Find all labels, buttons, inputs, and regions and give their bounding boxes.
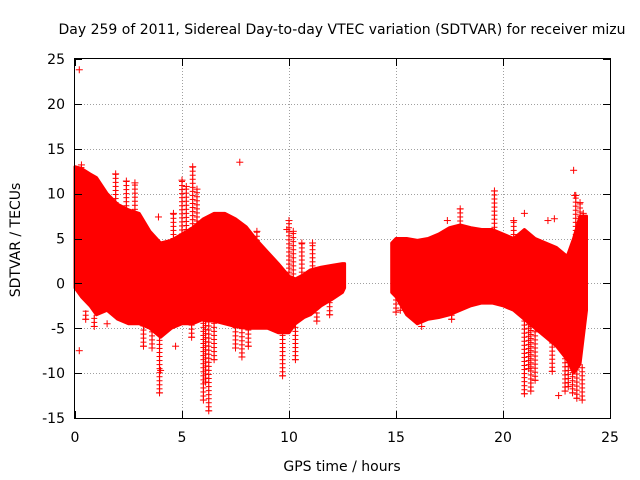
y-tick-label: 25 xyxy=(47,52,65,68)
outlier-point xyxy=(172,342,180,350)
x-tick-label: 20 xyxy=(494,430,512,446)
outlier-point xyxy=(570,166,578,174)
outlier-point xyxy=(283,226,291,234)
outlier-markers xyxy=(75,66,579,400)
axis-tick-labels: 0 5 10 15 20 25 -15 -10 -5 0 5 10 15 20 25 xyxy=(42,52,619,446)
y-tick-label: 20 xyxy=(47,97,65,113)
y-tick-label: 0 xyxy=(56,276,65,292)
outlier-point xyxy=(103,320,111,328)
outlier-point xyxy=(571,191,579,199)
outlier-point xyxy=(396,306,404,314)
outlier-point xyxy=(154,213,162,221)
outlier-point xyxy=(75,66,83,74)
outlier-point xyxy=(236,158,244,166)
y-tick-label: 10 xyxy=(47,187,65,203)
data-area xyxy=(73,161,588,415)
y-tick-label: -15 xyxy=(42,411,65,427)
outlier-point xyxy=(555,392,563,400)
outlier-point xyxy=(544,217,552,225)
chart-title: Day 259 of 2011, Sidereal Day-to-day VTE… xyxy=(59,22,626,38)
outlier-point xyxy=(418,322,426,330)
outlier-point xyxy=(157,366,165,374)
axis-ticks xyxy=(75,59,611,419)
y-tick-label: 5 xyxy=(56,232,65,248)
outlier-point xyxy=(75,347,83,355)
y-tick-label: 15 xyxy=(47,142,65,158)
x-axis-label: GPS time / hours xyxy=(283,459,400,475)
outlier-point xyxy=(550,215,558,223)
y-axis-label: SDTVAR / TECUs xyxy=(8,183,24,298)
data-envelope xyxy=(73,165,347,339)
y-tick-label: -5 xyxy=(51,321,65,337)
outlier-point xyxy=(520,209,528,217)
x-tick-label: 10 xyxy=(280,430,298,446)
y-tick-label: -10 xyxy=(42,366,65,382)
plot-frame xyxy=(74,58,611,419)
x-tick-label: 15 xyxy=(387,430,405,446)
x-tick-label: 0 xyxy=(71,430,80,446)
x-tick-label: 25 xyxy=(601,430,619,446)
outlier-point xyxy=(443,217,451,225)
x-tick-label: 5 xyxy=(178,430,187,446)
